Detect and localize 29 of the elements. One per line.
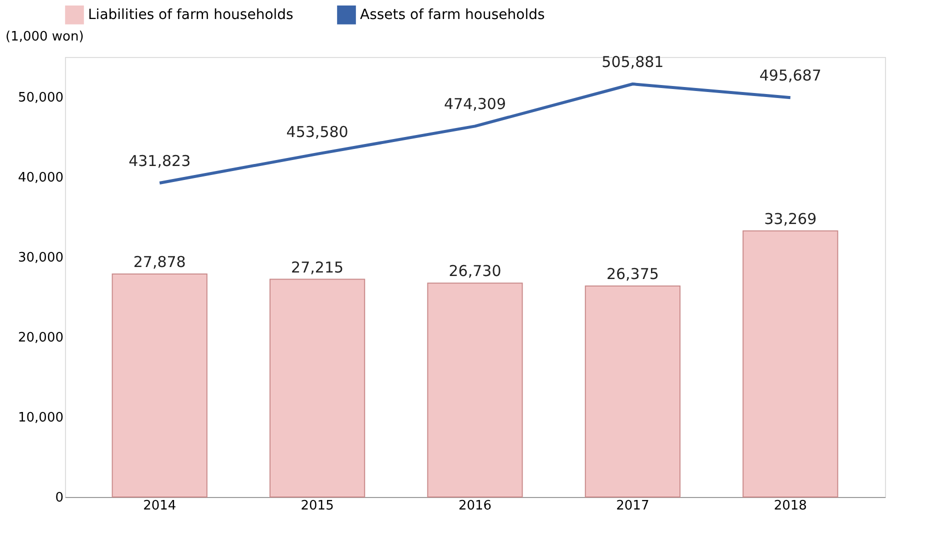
data-label: 27,215 <box>291 258 344 276</box>
bar <box>742 230 838 498</box>
legend-label: Assets of farm households <box>360 6 545 23</box>
y-tick-label: 40,000 <box>18 170 64 186</box>
bar <box>112 273 208 498</box>
data-label: 26,730 <box>448 262 502 280</box>
data-label: 26,375 <box>606 265 659 283</box>
data-label: 431,823 <box>128 152 191 170</box>
x-tick-label: 2017 <box>616 498 650 514</box>
x-tick-label: 2016 <box>458 498 492 514</box>
data-label: 453,580 <box>286 122 348 141</box>
data-label: 505,881 <box>602 53 664 71</box>
data-label: 474,309 <box>444 95 506 114</box>
y-tick-label: 10,000 <box>18 410 64 426</box>
data-label: 495,687 <box>759 66 822 85</box>
bar <box>270 278 366 498</box>
x-tick-label: 2018 <box>774 498 807 514</box>
data-label: 27,878 <box>133 252 186 271</box>
y-tick-label: 0 <box>55 490 64 506</box>
x-tick-label: 2015 <box>300 498 334 514</box>
bar <box>584 286 680 498</box>
data-label: 33,269 <box>764 210 817 228</box>
y-tick-label: 50,000 <box>18 90 64 106</box>
x-tick-label: 2014 <box>143 498 176 514</box>
bar <box>427 282 523 498</box>
y-tick-label: 30,000 <box>18 250 64 266</box>
y-axis-title: (1,000 won) <box>6 30 84 44</box>
legend-label: Liabilities of farm households <box>88 6 294 23</box>
y-tick-label: 20,000 <box>18 330 64 346</box>
